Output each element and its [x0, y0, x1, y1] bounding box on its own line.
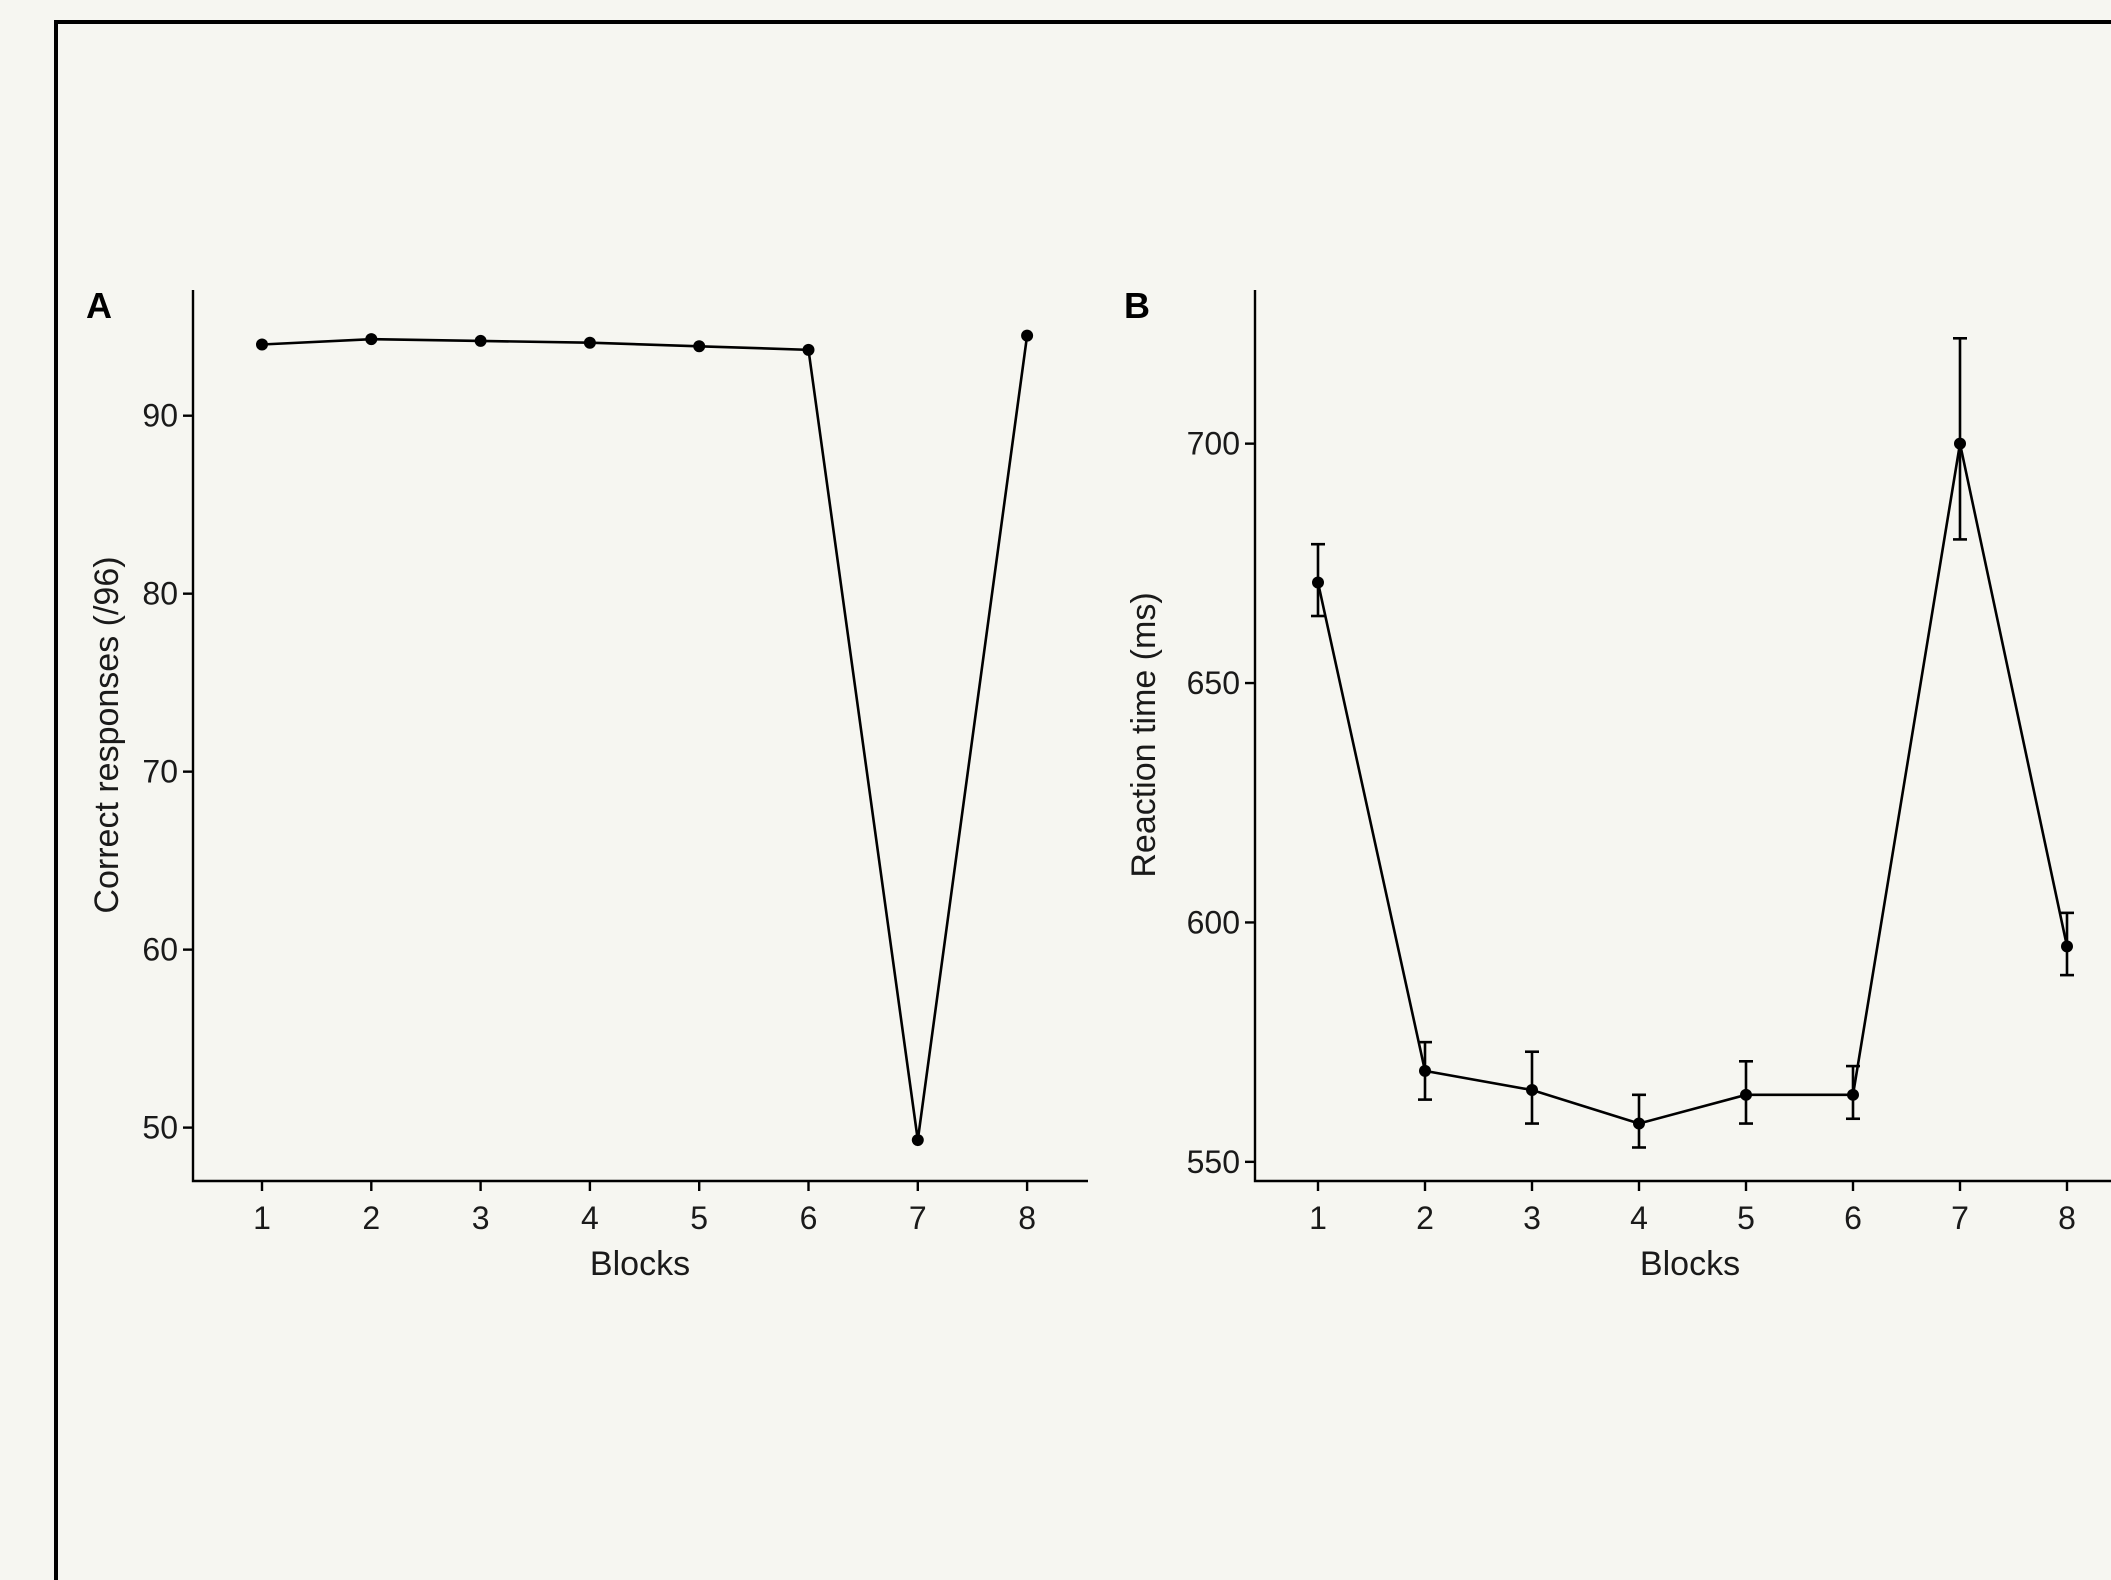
panel-a-data-point [256, 338, 268, 351]
panel-b-x-tick-label: 6 [1844, 1200, 1862, 1236]
panel-b-tag: B [1124, 285, 1150, 326]
panel-a-data-point [802, 343, 815, 356]
panel-b-y-tick-label: 550 [1187, 1144, 1240, 1180]
panel-a-x-ticks: 1 2 3 4 5 6 7 8 [253, 1181, 1036, 1236]
panel-b-data-point [2061, 940, 2073, 953]
panel-b-data-point [1847, 1088, 1859, 1101]
panel-b-x-axis-title: Blocks [1640, 1245, 1740, 1283]
panel-b-x-tick-label: 5 [1737, 1200, 1755, 1236]
panel-b-data-point [1740, 1088, 1752, 1101]
panel-a-data-point [693, 340, 706, 353]
panel-b-x-ticks: 1 2 3 4 5 6 7 8 [1309, 1181, 2076, 1236]
panel-a-x-axis-title: Blocks [590, 1245, 690, 1283]
panel-a-data-point [474, 334, 487, 347]
figure-frame [54, 20, 2111, 1580]
panel-a-y-tick-label: 90 [142, 398, 178, 434]
panel-b-y-axis-title: Reaction time (ms) [1125, 592, 1163, 877]
panel-b-data-point [1312, 576, 1324, 589]
panel-b-data-point [1526, 1084, 1538, 1097]
panel-a-x-tick-label: 1 [253, 1200, 271, 1236]
panel-b-x-tick-label: 7 [1951, 1200, 1969, 1236]
panel-a-data-point [911, 1134, 924, 1147]
panel-a-data-point [1021, 329, 1034, 342]
panel-a-tag: A [86, 285, 112, 326]
panel-a-x-tick-label: 3 [472, 1200, 490, 1236]
panel-a-y-tick-label: 50 [142, 1110, 178, 1146]
panel-b-x-tick-label: 2 [1416, 1200, 1434, 1236]
panel-b: B 550 600 650 700 1 2 3 4 5 6 7 8 Blocks Reaction … [1124, 285, 2111, 1283]
panel-a-x-tick-label: 2 [362, 1200, 380, 1236]
panel-b-data-point [1633, 1117, 1645, 1130]
panel-a-x-tick-label: 8 [1018, 1200, 1036, 1236]
panel-a-x-tick-label: 7 [909, 1200, 927, 1236]
panel-a-x-tick-label: 4 [581, 1200, 599, 1236]
panel-b-x-tick-label: 4 [1630, 1200, 1648, 1236]
panel-a-x-tick-label: 6 [800, 1200, 818, 1236]
panel-a-y-tick-label: 60 [142, 932, 178, 968]
panel-a-axes [191, 290, 1088, 1183]
panel-b-y-tick-label: 700 [1187, 426, 1240, 462]
panel-b-series [1311, 337, 2074, 1149]
figure: A 50 60 70 80 90 1 2 3 4 5 6 7 8 Blocks Correct res… [86, 285, 2111, 1283]
panel-a-data-point [365, 333, 378, 346]
panel-b-y-tick-label: 650 [1187, 665, 1240, 701]
panel-b-data-point [1954, 437, 1966, 450]
panel-b-y-tick-label: 600 [1187, 904, 1240, 940]
panel-a-x-tick-label: 5 [690, 1200, 708, 1236]
panel-a-series-line [261, 335, 1029, 1141]
panel-b-data-point [1419, 1064, 1431, 1077]
panel-a-series [256, 329, 1034, 1147]
panel-a-y-ticks: 50 60 70 80 90 [142, 398, 193, 1146]
panel-a-y-tick-label: 70 [142, 754, 178, 790]
panel-a-y-tick-label: 80 [142, 576, 178, 612]
panel-b-x-tick-label: 3 [1523, 1200, 1541, 1236]
panel-a-data-point [583, 336, 596, 349]
panel-b-x-tick-label: 1 [1309, 1200, 1327, 1236]
panel-a: A 50 60 70 80 90 1 2 3 4 5 6 7 8 Blocks Correct res… [86, 285, 1088, 1283]
panel-a-y-axis-title: Correct responses (/96) [88, 556, 126, 913]
panel-b-x-tick-label: 8 [2058, 1200, 2076, 1236]
panel-b-axes [1253, 290, 2111, 1183]
panel-b-y-ticks: 550 600 650 700 [1187, 426, 1255, 1180]
panel-b-series-line [1316, 443, 2069, 1125]
